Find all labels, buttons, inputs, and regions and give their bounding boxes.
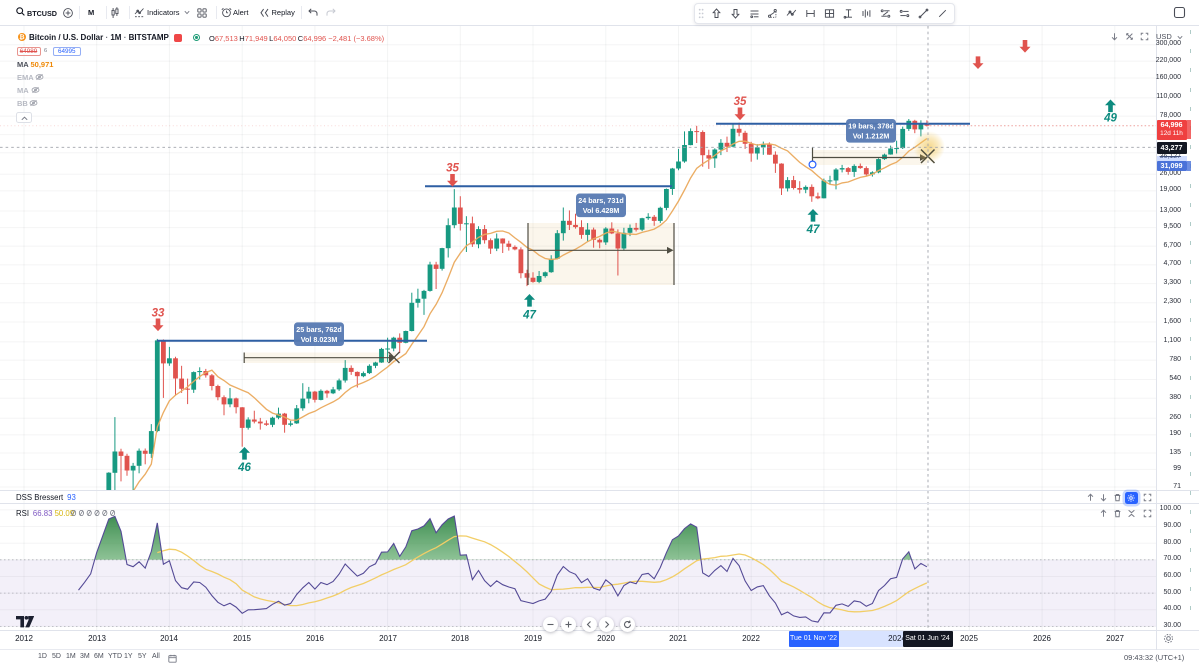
svg-text:35: 35: [734, 96, 747, 108]
svg-text:33: 33: [152, 308, 165, 320]
svg-text:47: 47: [806, 224, 820, 236]
svg-text:49: 49: [1103, 113, 1117, 125]
svg-text:46: 46: [237, 462, 251, 474]
svg-text:19 bars, 378d: 19 bars, 378d: [848, 122, 894, 131]
svg-text:Vol 1.212M: Vol 1.212M: [853, 132, 890, 141]
svg-text:Vol 8.023M: Vol 8.023M: [301, 335, 338, 344]
svg-text:Vol 6.428M: Vol 6.428M: [583, 206, 620, 215]
svg-text:24 bars, 731d: 24 bars, 731d: [578, 196, 624, 205]
svg-text:35: 35: [446, 163, 459, 175]
svg-text:25 bars, 762d: 25 bars, 762d: [296, 325, 342, 334]
svg-text:47: 47: [522, 310, 536, 322]
